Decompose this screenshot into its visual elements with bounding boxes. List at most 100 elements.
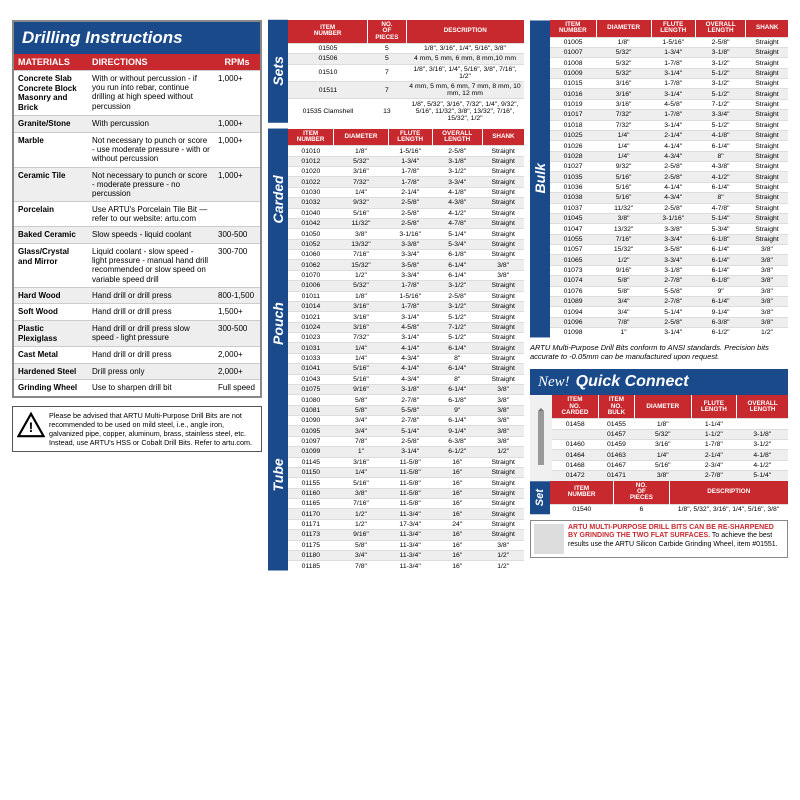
table-row: 014575/32"1-1/2"3-1/8" <box>552 429 788 439</box>
table-row: 010503/8"3-1/16"5-1/4"Straight <box>288 229 524 239</box>
table-row: 011603/8"11-5/8"16"Straight <box>288 488 524 498</box>
table-row: 010329/32"2-5/8"4-3/8"Straight <box>288 198 524 208</box>
table-row: 010311/4"4-1/4"6-1/4"Straight <box>288 343 524 353</box>
table-row: 010251/4"2-1/4"4-1/8"Straight <box>550 130 788 140</box>
table-row: 010415/16"4-1/4"6-1/4"Straight <box>288 364 524 374</box>
col2-block: CardedPouchTube ITEMNUMBERDIAMETERFLUTEL… <box>268 129 524 571</box>
table-row: 010143/16"1-7/8"3-1/2"Straight <box>288 301 524 311</box>
di-row: Granite/StoneWith percussion1,000+ <box>14 115 260 132</box>
table-row: 010977/8"2-5/8"6-3/8"3/8" <box>288 436 524 446</box>
di-row: Glass/Crystal and MirrorLiquid coolant -… <box>14 243 260 287</box>
table-row: 0106215/32"3-5/8"6-1/4"3/8" <box>288 260 524 270</box>
qc-set-label: Set <box>530 481 550 514</box>
table-row: 010701/2"3-3/4"6-1/4"3/8" <box>288 270 524 280</box>
table-row: 011755/8"11-3/4"16"3/8" <box>288 540 524 550</box>
table-row: 010177/32"1-7/8"3-3/4"Straight <box>550 110 788 120</box>
warning-box: ! Please be advised that ARTU Multi-Purp… <box>12 406 262 452</box>
di-title: Drilling Instructions <box>14 22 260 54</box>
di-row: Plastic PlexiglassHand drill or drill pr… <box>14 320 260 346</box>
col2-table: ITEMNUMBERDIAMETERFLUTELENGTHOVERALLLENG… <box>288 129 524 571</box>
table-row: 0150654 mm, 5 mm, 6 mm, 8 mm,10 mm <box>288 54 524 64</box>
table-row: 010237/32"3-1/4"5-1/2"Straight <box>288 333 524 343</box>
table-row: 010557/16"3-3/4"6-1/8"Straight <box>550 234 788 244</box>
table-row: 010243/16"4-5/8"7-1/2"Straight <box>288 322 524 332</box>
bulk-note: ARTU Multi-Purpose Drill Bits conform to… <box>530 343 788 361</box>
table-row: 010193/16"4-5/8"7-1/2"Straight <box>550 99 788 109</box>
group-label: Tube <box>268 379 288 571</box>
table-row: 011501/4"11-5/8"16"Straight <box>288 467 524 477</box>
table-row: 011701/2"11-3/4"16"Straight <box>288 509 524 519</box>
di-row: MarbleNot necessary to punch or score - … <box>14 132 260 167</box>
table-row: 011803/4"11-3/4"16"1/2" <box>288 550 524 560</box>
table-row: 010745/8"2-7/8"6-1/8"3/8" <box>550 276 788 286</box>
table-row: 011453/16"11-5/8"16"Straight <box>288 457 524 467</box>
di-row: Soft WoodHand drill or drill press1,500+ <box>14 303 260 320</box>
table-row: 010213/16"3-1/4"5-1/2"Straight <box>288 312 524 322</box>
drilling-instructions: Drilling Instructions MATERIALS DIRECTIO… <box>12 20 262 398</box>
bulk-block: Bulk ITEMNUMBERDIAMETERFLUTELENGTHOVERAL… <box>530 20 788 337</box>
table-row: 010187/32"3-1/4"5-1/2"Straight <box>550 120 788 130</box>
grinding-wheel-image <box>534 524 564 554</box>
sets-table: ITEMNUMBERNO.OFPIECESDESCRIPTION0150551/… <box>288 20 524 123</box>
warning-icon: ! <box>17 411 45 439</box>
table-row: 011711/2"17-3/4"24"Straight <box>288 519 524 529</box>
table-row: 010435/16"4-3/4"8"Straight <box>288 374 524 384</box>
table-row: 010153/16"1-7/8"3-1/2"Straight <box>550 79 788 89</box>
di-row: PorcelainUse ARTU's Porcelain Tile Bit —… <box>14 201 260 226</box>
di-header: MATERIALS DIRECTIONS RPMs <box>14 54 260 70</box>
resharpen-note: ARTU MULTI-PURPOSE DRILL BITS CAN BE RE-… <box>530 520 788 558</box>
qc-set-table: ITEMNUMBERNO.OFPIECESDESCRIPTION0154061/… <box>550 481 788 514</box>
table-row: 010163/16"3-1/4"5-1/2"Straight <box>550 89 788 99</box>
qc-table: ITEMNO.CARDEDITEMNO.BULKDIAMETERFLUTELEN… <box>552 395 788 480</box>
table-row: 010279/32"2-5/8"4-3/8"Straight <box>550 162 788 172</box>
table-row: 010893/4"2-7/8"6-1/4"3/8" <box>550 296 788 306</box>
bulk-label: Bulk <box>530 20 550 337</box>
di-row: Hard WoodHand drill or drill press800-1,… <box>14 287 260 304</box>
table-row: 01468014675/16"2-3/4"4-1/2" <box>552 460 788 470</box>
qc-bit-image <box>530 395 552 480</box>
group-label: Carded <box>268 129 288 270</box>
table-row: 010051/8"1-5/16"2-5/8"Straight <box>550 37 788 47</box>
table-row: 0104211/32"2-5/8"4-7/8"Straight <box>288 218 524 228</box>
table-row: 010355/16"2-5/8"4-1/2"Straight <box>550 172 788 182</box>
di-row: Hardened SteelDrill press only2,000+ <box>14 363 260 380</box>
table-row: 010365/16"4-1/4"6-1/4"Straight <box>550 182 788 192</box>
table-row: 0151174 mm, 5 mm, 6 mm, 7 mm, 8 mm, 10 m… <box>288 82 524 99</box>
di-row: Ceramic TileNot necessary to punch or sc… <box>14 167 260 202</box>
table-row: 010739/16"3-1/8"6-1/4"3/8" <box>550 265 788 275</box>
table-row: 010331/4"4-3/4"8"Straight <box>288 353 524 363</box>
table-row: 010065/32"1-7/8"3-1/2"Straight <box>288 281 524 291</box>
qc-title: New!Quick Connect <box>530 369 788 395</box>
table-row: 010759/16"3-1/8"6-1/4"3/8" <box>288 384 524 394</box>
table-row: 010101/8"1-5/16"2-5/8"Straight <box>288 146 524 156</box>
table-row: 010953/4"5-1/4"9-1/4"3/8" <box>288 426 524 436</box>
table-row: 010967/8"2-5/8"6-3/8"3/8" <box>550 317 788 327</box>
table-row: 010227/32"1-7/8"3-3/4"Straight <box>288 177 524 187</box>
table-row: 010991"3-1/4"6-1/2"1/2" <box>288 447 524 457</box>
table-row: 010943/4"5-1/4"9-1/4"3/8" <box>550 307 788 317</box>
table-row: 010903/4"2-7/8"6-1/4"3/8" <box>288 416 524 426</box>
table-row: 010981"3-1/4"6-1/2"1/2" <box>550 328 788 338</box>
di-row: Baked CeramicSlow speeds - liquid coolan… <box>14 226 260 243</box>
table-row: 01464014631/4"2-1/4"4-1/8" <box>552 450 788 460</box>
table-row: 010301/4"2-1/4"4-1/8"Straight <box>288 187 524 197</box>
table-row: 010085/32"1-7/8"3-1/2"Straight <box>550 58 788 68</box>
table-row: 011555/16"11-5/8"16"Straight <box>288 478 524 488</box>
qc-block: ITEMNO.CARDEDITEMNO.BULKDIAMETERFLUTELEN… <box>530 395 788 480</box>
di-row: Concrete SlabConcrete BlockMasonry and B… <box>14 70 260 115</box>
table-row: 010385/16"4-3/4"8"Straight <box>550 193 788 203</box>
qc-set-block: Set ITEMNUMBERNO.OFPIECESDESCRIPTION0154… <box>530 481 788 514</box>
table-row: 010805/8"2-7/8"6-1/8"3/8" <box>288 395 524 405</box>
table-row: 01472014713/8"2-7/8"5-1/4" <box>552 471 788 481</box>
di-row: Grinding WheelUse to sharpen drill bitFu… <box>14 379 260 396</box>
table-row: 010281/4"4-3/4"8"Straight <box>550 151 788 161</box>
sets-block: Sets ITEMNUMBERNO.OFPIECESDESCRIPTION015… <box>268 20 524 123</box>
table-row: 010453/8"3-1/16"5-1/4"Straight <box>550 213 788 223</box>
table-row: 0104713/32"3-3/8"5-3/4"Straight <box>550 224 788 234</box>
di-row: Cast MetalHand drill or drill press2,000… <box>14 346 260 363</box>
table-row: 01458014551/8"1-1/4" <box>552 419 788 429</box>
table-row: 010765/8"5-5/8"9"3/8" <box>550 286 788 296</box>
sets-label: Sets <box>268 20 288 123</box>
table-row: 010095/32"3-1/4"5-1/2"Straight <box>550 68 788 78</box>
table-row: 011657/16"11-5/8"16"Straight <box>288 499 524 509</box>
